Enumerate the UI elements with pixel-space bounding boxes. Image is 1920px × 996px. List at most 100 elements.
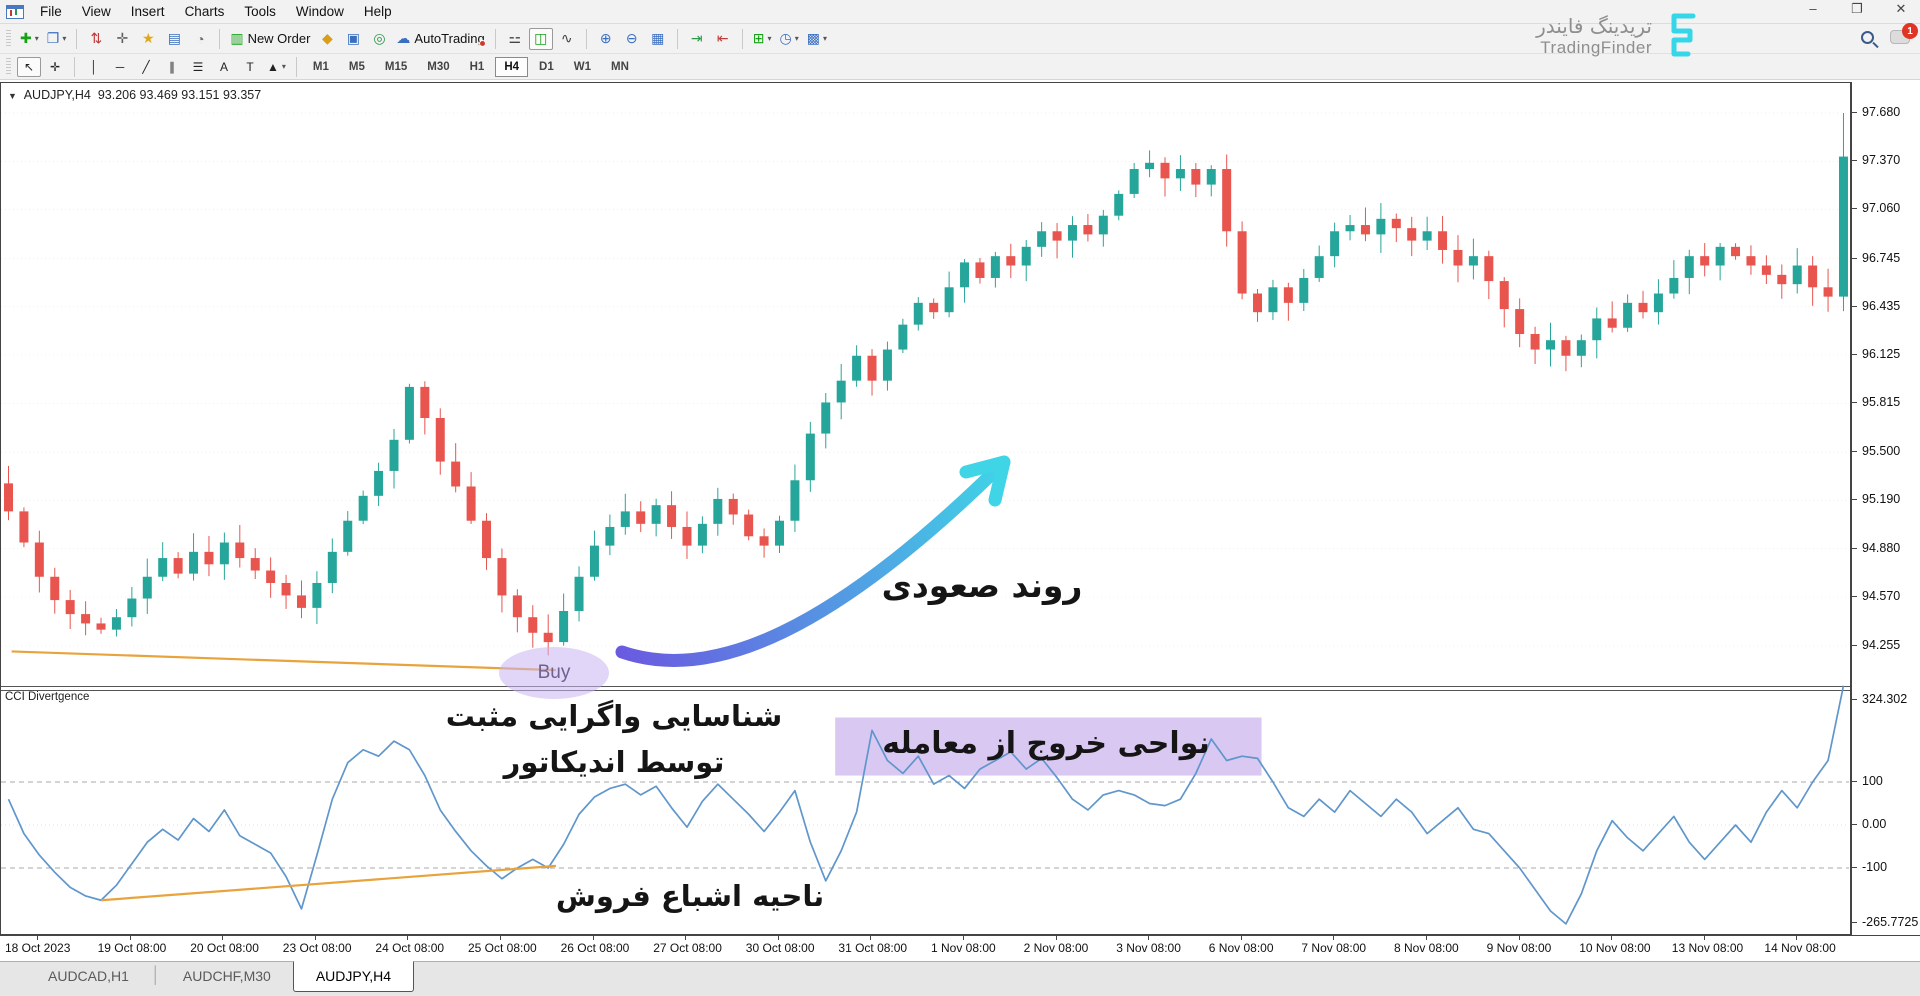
text-button[interactable]: A [212, 57, 236, 77]
date-label: 31 Oct 08:00 [838, 941, 908, 955]
window-controls: – ❐ ✕ [1798, 1, 1916, 17]
tile-windows-button[interactable]: ▦ [646, 28, 670, 50]
crosshair-icon: ✛ [49, 59, 61, 74]
autotrading-button[interactable]: ☁ AutoTrading [393, 28, 487, 50]
tile-windows-icon: ▦ [651, 30, 665, 46]
favorites-star-icon: ★ [142, 30, 155, 46]
price-tick-label: 96.125 [1852, 347, 1900, 361]
bar-chart-button[interactable]: ⚍ [503, 28, 527, 50]
line-chart-icon: ∿ [560, 30, 573, 46]
channel-button[interactable]: ∥ [160, 57, 184, 77]
chevron-down-icon: ▼ [8, 91, 17, 101]
timeframe-m30[interactable]: M30 [427, 60, 450, 73]
horizontal-line-button[interactable]: ─ [108, 57, 132, 77]
date-axis[interactable]: 18 Oct 2023 19 Oct 08:00 20 Oct 08:00 23 Oc… [0, 935, 1920, 961]
chevron-down-icon: ▾ [34, 34, 39, 43]
strategy-tester-button[interactable]: ◔ [188, 28, 212, 50]
timeframe-m15[interactable]: M15 [384, 60, 408, 73]
search-icon[interactable] [1861, 30, 1874, 44]
fibonacci-button[interactable]: ☰ [186, 57, 210, 77]
date-label: 2 Nov 08:00 [1023, 941, 1089, 955]
zoom-in-button[interactable]: ⊕ [594, 28, 618, 50]
close-button[interactable]: ✕ [1895, 1, 1907, 16]
toolbar-separator [74, 56, 75, 77]
date-tick [1240, 936, 1242, 940]
chart-shift-button[interactable]: ⇤ [711, 28, 735, 50]
candle-chart-button[interactable]: ◫ [528, 27, 553, 50]
channel-icon: ∥ [169, 59, 175, 74]
toolbar-grip[interactable] [6, 57, 11, 76]
date-label: 20 Oct 08:00 [190, 941, 259, 955]
menu-tools[interactable]: Tools [244, 4, 276, 19]
date-label: 8 Nov 08:00 [1394, 941, 1459, 955]
price-tick-label: 96.745 [1852, 251, 1900, 265]
new-chart-button[interactable]: ✚ ▾ [17, 28, 42, 50]
navigator-button[interactable]: ★ [136, 28, 160, 50]
menu-window[interactable]: Window [295, 4, 344, 19]
date-tick [1426, 936, 1427, 940]
timeframe-h4[interactable]: H4 [495, 56, 529, 77]
date-tick [222, 936, 224, 940]
tab-audchf-m30[interactable]: AUDCHF,M30 [182, 968, 271, 984]
autotrading-button-label: AutoTrading [414, 31, 485, 46]
chevron-down-icon: ▾ [767, 34, 772, 43]
line-chart-button[interactable]: ∿ [555, 28, 579, 50]
timeframe-w1[interactable]: W1 [573, 60, 591, 73]
date-label: 3 Nov 08:00 [1116, 941, 1181, 955]
trendline-button[interactable]: ╱ [134, 57, 158, 77]
timeframe-m5[interactable]: M5 [348, 60, 365, 73]
cursor-button[interactable]: ↖ [17, 56, 41, 77]
date-label: 13 Nov 08:00 [1671, 941, 1744, 955]
toolbar-separator [494, 28, 496, 49]
indicator-lower-level-label: -100 [1852, 860, 1887, 874]
drawing-toolbar: ↖ ✛ │ ─ ╱ ∥ ☰ A T ▲ ▾ M1 M5 M15 M30 H1 H4 D1 W1 MN [0, 54, 1920, 80]
vertical-line-icon: │ [90, 59, 98, 74]
candles-chart-icon: ◫ [534, 30, 548, 46]
timeframe-mn[interactable]: MN [610, 60, 629, 73]
market-watch-button[interactable]: ⇅ [84, 28, 108, 50]
menu-charts[interactable]: Charts [184, 4, 225, 19]
chart-symbol-title[interactable]: ▼ AUDJPY,H4 93.206 93.469 93.151 93.357 [8, 88, 261, 102]
autotrading-cloud-icon: ☁ [396, 30, 411, 46]
menu-insert[interactable]: Insert [130, 4, 165, 19]
signals-button[interactable]: ◎ [367, 28, 391, 50]
menu-file[interactable]: File [40, 4, 62, 19]
arrow-shapes-icon: ▲ [267, 59, 279, 74]
auto-scroll-button[interactable]: ⇥ [685, 28, 709, 50]
tab-audjpy-h4[interactable]: AUDJPY,H4 [292, 961, 415, 992]
tab-audcad-h1[interactable]: AUDCAD,H1 [48, 968, 129, 984]
arrows-button[interactable]: ▲ ▾ [264, 57, 289, 77]
periods-button[interactable]: ◷ ▾ [777, 28, 802, 50]
chart-window[interactable]: ▼ AUDJPY,H4 93.206 93.469 93.151 93.357 … [0, 80, 1920, 961]
cursor-arrow-icon: ↖ [23, 59, 35, 74]
menu-help[interactable]: Help [363, 4, 392, 19]
indicator-upper-level-label: 100 [1852, 774, 1883, 788]
profiles-button[interactable]: ❐ ▾ [44, 28, 70, 50]
toolbar-grip[interactable] [6, 29, 11, 48]
new-order-icon: ▥ [230, 30, 244, 46]
terminal-button[interactable]: ▤ [162, 28, 186, 50]
market-button[interactable]: ▣ [341, 28, 365, 50]
data-window-button[interactable]: ✛ [110, 28, 134, 50]
crosshair-button[interactable]: ✛ [43, 57, 67, 77]
chevron-down-icon: ▾ [62, 34, 67, 43]
zoom-out-button[interactable]: ⊖ [620, 28, 644, 50]
text-label-button[interactable]: T [238, 57, 262, 77]
templates-button[interactable]: ▩ ▾ [804, 28, 830, 50]
zoom-in-icon: ⊕ [599, 30, 612, 46]
menu-view[interactable]: View [81, 4, 111, 19]
chat-icon[interactable]: 1 [1890, 23, 1918, 44]
tab-separator: │ [150, 967, 161, 984]
price-axis[interactable]: 97.680 97.370 97.060 96.745 96.435 96.125 95.8… [1851, 82, 1920, 935]
restore-button[interactable]: ❐ [1851, 1, 1863, 16]
timeframe-d1[interactable]: D1 [539, 60, 554, 73]
price-and-indicator-chart[interactable] [0, 82, 1851, 935]
tradingfinder-logo-icon [1671, 13, 1696, 57]
indicators-button[interactable]: ⊞ ▾ [750, 28, 775, 50]
vertical-line-button[interactable]: │ [82, 57, 106, 77]
deposit-button[interactable]: ◆ [315, 28, 339, 50]
timeframe-h1[interactable]: H1 [469, 60, 485, 73]
minimize-button[interactable]: – [1809, 1, 1817, 16]
timeframe-m1[interactable]: M1 [312, 60, 329, 73]
new-order-button[interactable]: ▥ New Order [227, 28, 313, 50]
